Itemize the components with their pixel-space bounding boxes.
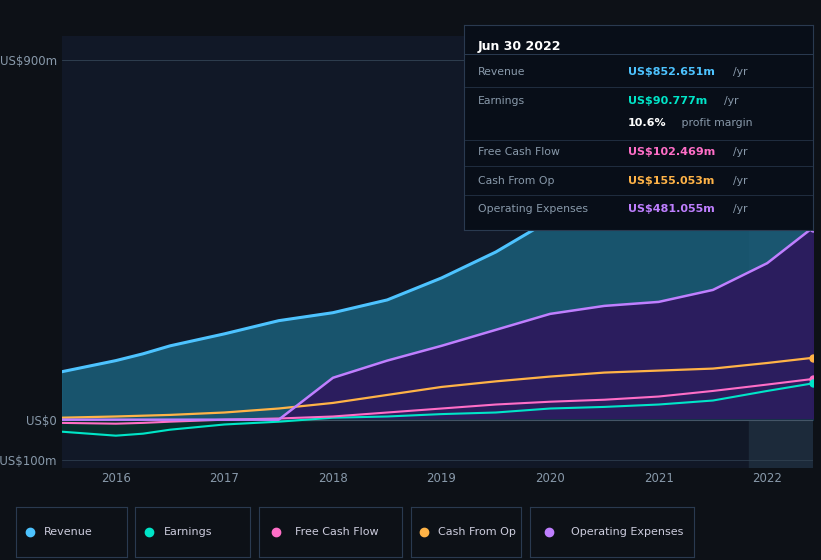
Text: US$155.053m: US$155.053m (628, 175, 714, 185)
Text: Cash From Op: Cash From Op (438, 527, 516, 537)
Text: /yr: /yr (733, 204, 747, 214)
Text: US$852.651m: US$852.651m (628, 67, 715, 77)
Text: Revenue: Revenue (44, 527, 93, 537)
Bar (749, 36, 816, 468)
Text: /yr: /yr (724, 96, 738, 106)
Text: Operating Expenses: Operating Expenses (571, 527, 683, 537)
Text: Revenue: Revenue (478, 67, 525, 77)
Text: Operating Expenses: Operating Expenses (478, 204, 588, 214)
Text: Jun 30 2022: Jun 30 2022 (478, 40, 562, 53)
Text: /yr: /yr (733, 67, 747, 77)
Text: /yr: /yr (733, 175, 747, 185)
Text: 10.6%: 10.6% (628, 118, 667, 128)
Text: Free Cash Flow: Free Cash Flow (295, 527, 378, 537)
Text: US$481.055m: US$481.055m (628, 204, 714, 214)
Text: US$102.469m: US$102.469m (628, 147, 715, 157)
Text: Earnings: Earnings (478, 96, 525, 106)
Text: Earnings: Earnings (164, 527, 213, 537)
Text: profit margin: profit margin (678, 118, 753, 128)
Text: Free Cash Flow: Free Cash Flow (478, 147, 560, 157)
Text: Cash From Op: Cash From Op (478, 175, 554, 185)
Text: US$90.777m: US$90.777m (628, 96, 707, 106)
Text: /yr: /yr (733, 147, 747, 157)
